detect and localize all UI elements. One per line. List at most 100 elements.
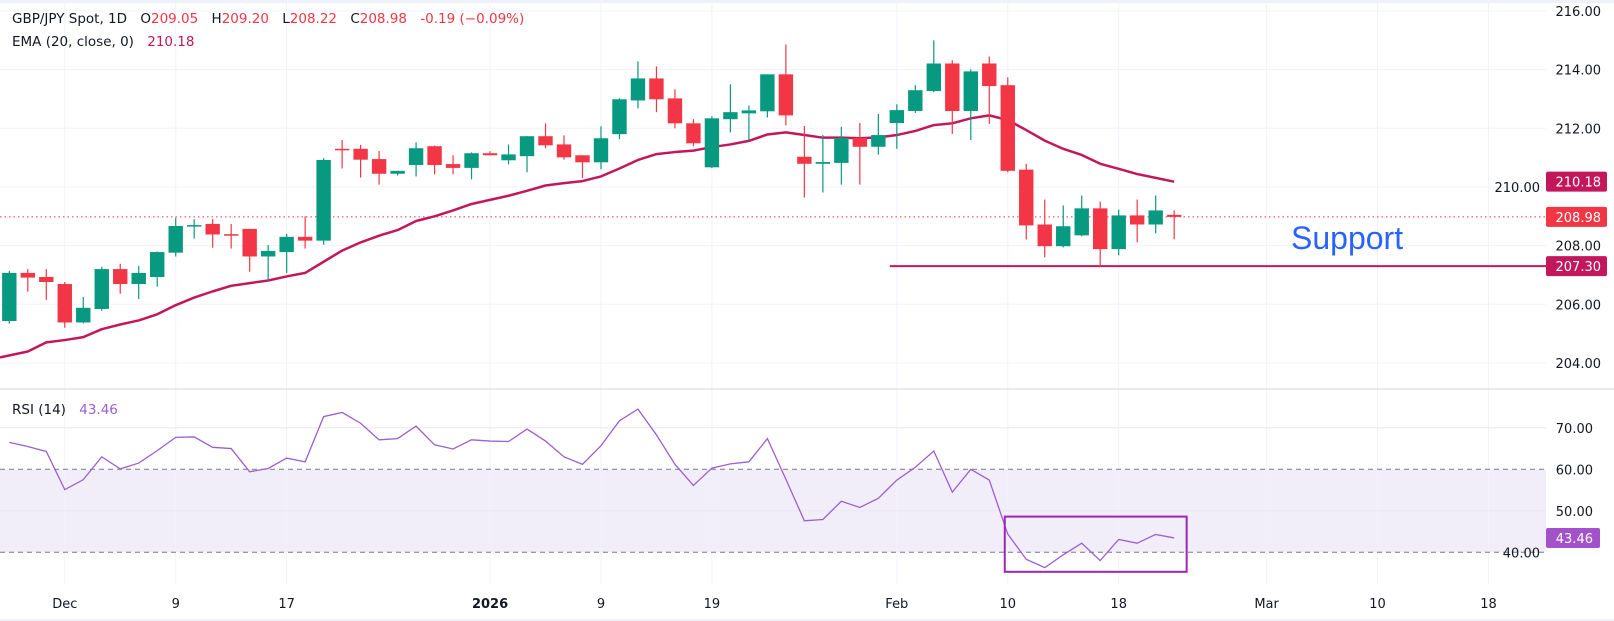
candle-body (760, 74, 775, 112)
candle-down[interactable] (667, 89, 683, 129)
candle-down[interactable] (242, 228, 257, 272)
candle-down[interactable] (223, 223, 239, 249)
candle-down[interactable] (1166, 210, 1182, 240)
candle-up[interactable] (1056, 205, 1071, 248)
candle-up[interactable] (76, 296, 91, 324)
candle-down[interactable] (1019, 163, 1034, 240)
candle-down[interactable] (1093, 201, 1108, 268)
x-tick-label: 2026 (472, 597, 508, 612)
candle-body (612, 99, 627, 135)
candle-down[interactable] (427, 145, 442, 175)
candle-down[interactable] (205, 218, 220, 248)
candle-body (76, 307, 91, 323)
candle-up[interactable] (260, 245, 276, 281)
candle-up[interactable] (131, 265, 146, 300)
candle-up[interactable] (1074, 195, 1089, 237)
candle-body (649, 78, 664, 100)
candle-body (871, 135, 886, 147)
candle-up[interactable] (926, 40, 941, 93)
candle-up[interactable] (150, 251, 165, 287)
candle-down[interactable] (556, 135, 572, 160)
candle-up[interactable] (519, 136, 535, 173)
candle-up[interactable] (1111, 209, 1126, 256)
rsi-line (9, 408, 1175, 569)
candle-body (150, 252, 165, 278)
candle-body (834, 137, 849, 163)
candle-down[interactable] (482, 151, 498, 156)
candle-down[interactable] (371, 150, 387, 185)
candle-down[interactable] (649, 66, 664, 113)
candle-up[interactable] (168, 217, 183, 257)
candle-body (20, 272, 35, 278)
candle-up[interactable] (704, 116, 720, 169)
candle-up[interactable] (501, 144, 516, 165)
candle-down[interactable] (1129, 199, 1145, 243)
candle-down[interactable] (686, 119, 701, 147)
candle-up[interactable] (187, 219, 202, 239)
ema-legend[interactable]: EMA (20, close, 0) 210.18 (12, 33, 195, 51)
x-tick-label: 9 (597, 597, 605, 612)
candle-down[interactable] (39, 269, 54, 300)
candle-up[interactable] (908, 85, 923, 114)
candle-up[interactable] (760, 74, 775, 118)
candle-up[interactable] (630, 61, 646, 109)
candle-up[interactable] (316, 158, 331, 245)
candle-down[interactable] (852, 123, 868, 185)
candle-down[interactable] (334, 140, 350, 169)
candle-body (575, 155, 590, 163)
candle-up[interactable] (871, 113, 886, 155)
close-label: C (350, 11, 360, 27)
candle-down[interactable] (778, 44, 794, 126)
candle-down[interactable] (575, 155, 590, 179)
candle-up[interactable] (279, 233, 294, 273)
candle-body (723, 112, 738, 120)
candle-down[interactable] (982, 56, 997, 124)
candle-up[interactable] (723, 84, 738, 133)
price-tick-label: 208.00 (1556, 240, 1602, 255)
symbol-title[interactable]: GBP/JPY Spot, 1D (12, 11, 128, 27)
price-badge-label: 208.98 (1556, 211, 1602, 226)
x-tick-label: 9 (172, 597, 180, 612)
candle-up[interactable] (612, 98, 627, 140)
x-tick-label: 10 (999, 597, 1016, 612)
candle-down[interactable] (538, 123, 553, 149)
candle-body (1129, 215, 1145, 225)
candle-body (2, 272, 17, 321)
price-badge-ema (1546, 171, 1607, 192)
candle-down[interactable] (445, 155, 461, 175)
candle-body (852, 137, 868, 147)
candle-up[interactable] (889, 104, 905, 149)
candle-body (131, 272, 146, 285)
close-value: 208.98 (359, 11, 407, 27)
candle-up[interactable] (390, 170, 405, 176)
candle-up[interactable] (593, 126, 609, 170)
candle-up[interactable] (834, 126, 849, 185)
candle-up[interactable] (815, 135, 831, 193)
candle-up[interactable] (741, 105, 757, 141)
rsi-legend[interactable]: RSI (14) 43.46 (12, 401, 118, 419)
candle-down[interactable] (1037, 199, 1052, 258)
candle-down[interactable] (797, 125, 812, 198)
candle-up[interactable] (408, 142, 424, 177)
price-tick-label: 206.00 (1556, 298, 1602, 313)
candle-up[interactable] (94, 266, 109, 311)
candle-body (945, 63, 960, 111)
candle-down[interactable] (945, 60, 960, 134)
candle-down[interactable] (113, 263, 128, 294)
candle-down[interactable] (57, 281, 72, 328)
candle-down[interactable] (1000, 77, 1015, 173)
candle-up[interactable] (2, 270, 17, 324)
candle-body (556, 144, 572, 158)
candle-down[interactable] (20, 269, 35, 292)
price-tick-label: 210.00 (1495, 181, 1541, 196)
candle-up[interactable] (963, 69, 978, 141)
support-annotation: Support (1291, 220, 1403, 256)
candle-down[interactable] (353, 145, 368, 178)
candle-body (926, 63, 941, 92)
candle-body (1037, 224, 1052, 247)
candle-body (1111, 215, 1126, 250)
candle-up[interactable] (464, 152, 479, 180)
candle-down[interactable] (297, 216, 313, 249)
candle-up[interactable] (1148, 195, 1163, 234)
